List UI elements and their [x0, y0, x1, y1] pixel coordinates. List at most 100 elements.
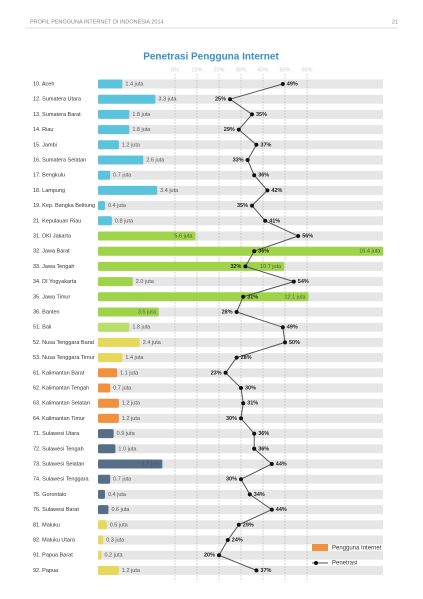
row-background	[98, 459, 383, 469]
legend-marker	[314, 561, 318, 565]
header-title: PROFIL PENGGUNA INTERNET DI INDONESIA 20…	[30, 19, 164, 25]
category-label: 91. Papua Barat	[33, 553, 73, 559]
bar	[98, 413, 119, 423]
bar-value-label: 1.1 juta	[120, 370, 139, 376]
bar-value-label: 1.8 juta	[132, 127, 151, 133]
bar	[98, 550, 102, 560]
penetration-label: 31%	[247, 294, 258, 300]
penetration-point	[243, 264, 248, 269]
bar-value-label: 2.0 juta	[136, 279, 155, 285]
bar	[98, 474, 111, 484]
penetration-label: 24%	[232, 537, 243, 543]
bar-value-label: 3.5 juta	[138, 309, 157, 315]
penetration-label: 37%	[260, 568, 271, 574]
penetration-label: 42%	[271, 188, 282, 194]
bar-value-label: 0.2 juta	[104, 553, 123, 559]
row-background	[98, 216, 383, 226]
category-label: 14. Riau	[33, 127, 54, 133]
penetration-label: 36%	[258, 173, 269, 179]
penetration-label: 44%	[276, 461, 287, 467]
penetration-label: 36%	[258, 446, 269, 452]
legend-label: Pengguna Internet	[332, 546, 382, 552]
bar	[98, 307, 159, 317]
penetration-label: 50%	[289, 340, 300, 346]
category-label: 82. Maluku Utara	[33, 537, 76, 543]
category-label: 12. Sumatera Utara	[33, 97, 82, 103]
penetration-point	[291, 279, 296, 284]
penetration-point	[254, 142, 259, 147]
bar-value-label: 2.4 juta	[143, 340, 162, 346]
x-tick-label: 50%	[279, 67, 290, 73]
penetration-label: 30%	[226, 416, 237, 422]
row-background	[98, 565, 383, 575]
category-label: 51. Bali	[33, 325, 51, 331]
bar	[98, 277, 133, 287]
bar-value-label: 0.7 juta	[113, 173, 132, 179]
penetration-label: 20%	[204, 553, 215, 559]
bar-value-label: 16.4 juta	[359, 249, 381, 255]
penetration-point	[269, 462, 274, 466]
bar	[98, 383, 111, 393]
bar	[98, 109, 130, 119]
penetration-label: 49%	[287, 325, 298, 331]
bar-value-label: 1.8 juta	[132, 112, 151, 118]
category-label: 19. Kep. Bangka Belitung	[33, 203, 95, 209]
penetration-label: 49%	[287, 81, 298, 87]
bar-value-label: 3.4 juta	[160, 188, 179, 194]
category-label: 17. Bengkulu	[33, 173, 65, 179]
penetration-label: 44%	[276, 507, 287, 513]
penetration-label: 54%	[298, 279, 309, 285]
bar	[98, 444, 116, 454]
bar-value-label: 0.6 juta	[111, 507, 130, 513]
penetration-point	[250, 112, 254, 117]
penetration-point	[247, 492, 252, 497]
bar-value-label: 1.2 juta	[122, 568, 141, 574]
penetration-point	[234, 310, 239, 314]
bar	[98, 489, 105, 499]
bar	[98, 505, 109, 515]
row-background	[98, 322, 383, 332]
row-background	[98, 398, 383, 408]
category-label: 72. Sulawesi Tengah	[33, 446, 84, 452]
row-background	[98, 368, 383, 378]
bar-value-label: 2.6 juta	[146, 157, 165, 163]
bar	[98, 170, 111, 180]
penetration-point	[296, 234, 301, 238]
penetration-point	[280, 82, 285, 86]
x-tick-label: 60%	[301, 67, 312, 73]
page-number: 21	[392, 19, 398, 25]
x-tick-label: 30%	[235, 67, 246, 73]
penetration-label: 31%	[247, 401, 258, 407]
category-label: 31. DKI Jakarta	[33, 233, 72, 239]
penetration-point	[265, 188, 270, 193]
bar-value-label: 1.4 juta	[125, 355, 144, 361]
bar-value-label: 0.4 juta	[108, 203, 127, 209]
penetration-point	[241, 401, 246, 406]
penetration-point	[239, 416, 243, 421]
penetration-point	[280, 325, 285, 330]
x-tick-label: 0%	[171, 67, 179, 73]
category-label: 21. Kepulauan Riau	[33, 218, 81, 224]
penetration-point	[252, 446, 257, 451]
penetration-label: 29%	[243, 522, 254, 528]
row-background	[98, 155, 383, 165]
row-background	[98, 489, 383, 499]
x-tick-label: 10%	[191, 67, 202, 73]
penetration-label: 36%	[258, 249, 269, 255]
row-background	[98, 535, 383, 545]
bar	[98, 125, 130, 135]
penetration-label: 30%	[226, 477, 237, 483]
bar-value-label: 1.2 juta	[122, 401, 141, 407]
row-background	[98, 550, 383, 560]
bar	[98, 535, 104, 545]
penetration-label: 33%	[233, 157, 244, 163]
penetration-label: 28%	[241, 355, 252, 361]
category-label: 16. Sumatera Selatan	[33, 157, 86, 163]
category-label: 53. Nusa Tenggara Timur	[33, 355, 95, 361]
penetration-label: 36%	[258, 431, 269, 437]
penetration-point	[236, 127, 241, 132]
bar-value-label: 10.7 juta	[260, 264, 282, 270]
bar	[98, 429, 114, 439]
